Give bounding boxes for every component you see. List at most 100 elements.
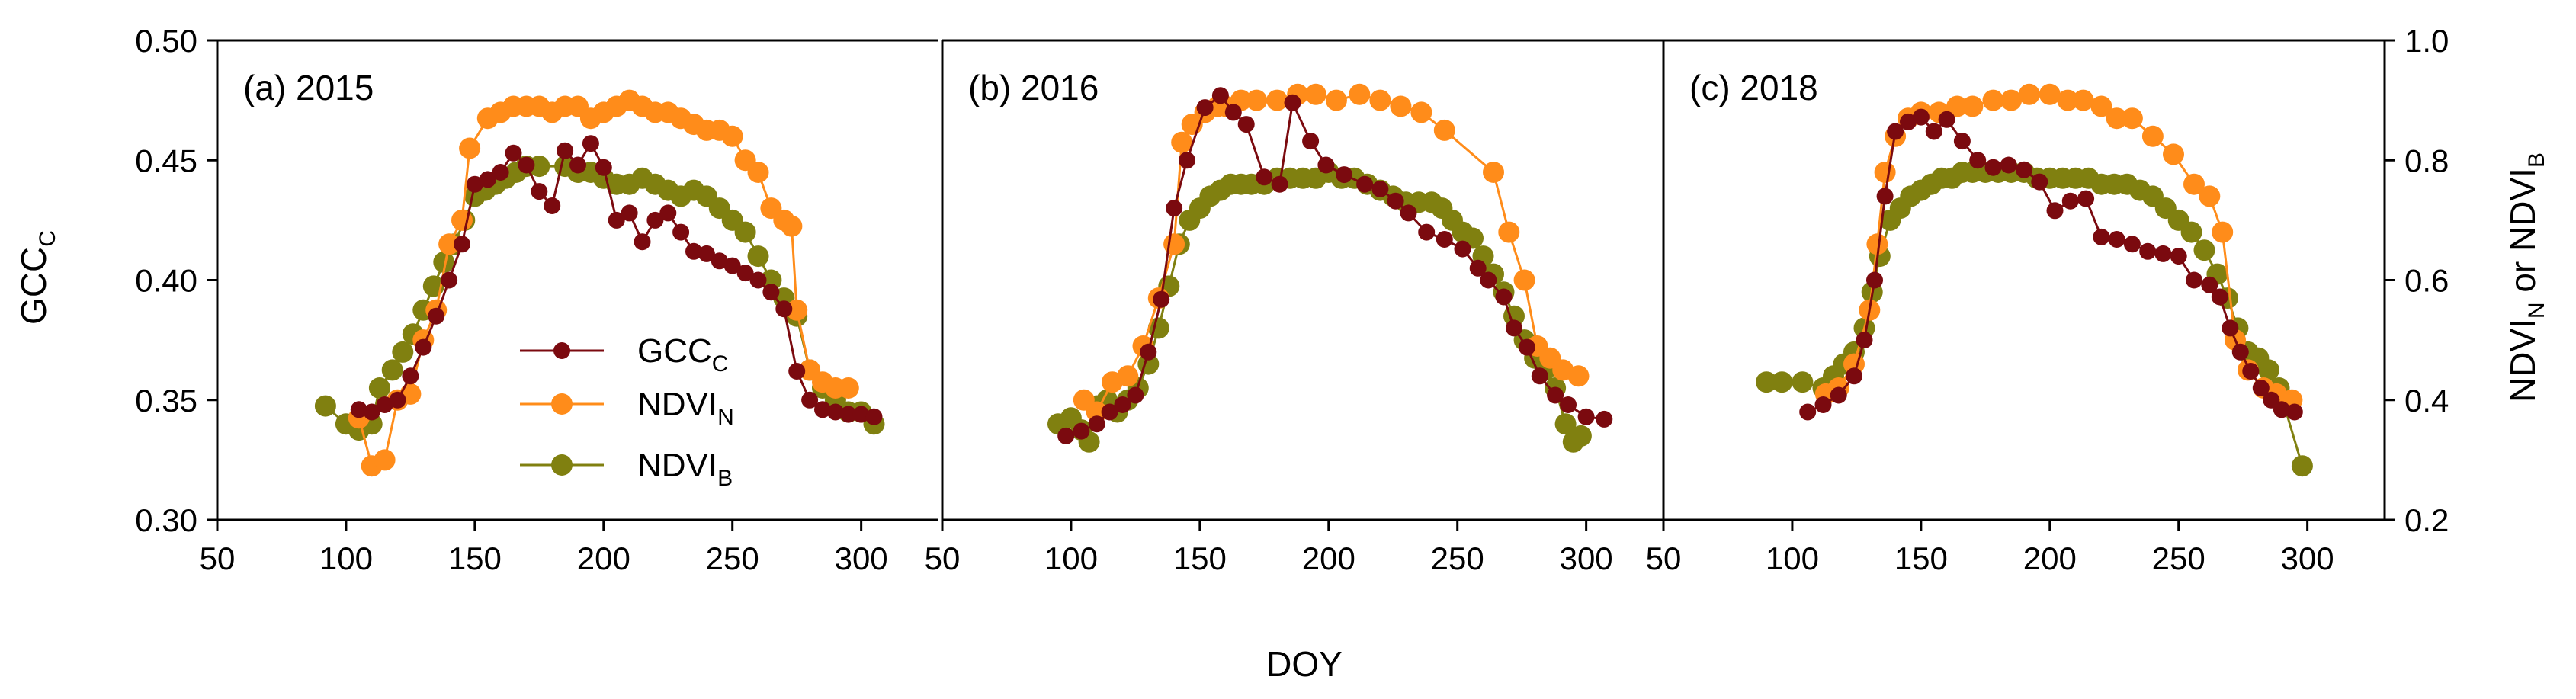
point-gcc — [1454, 240, 1471, 258]
point-ndvib — [747, 245, 769, 268]
point-gcc — [1436, 231, 1453, 248]
point-gcc — [723, 257, 741, 274]
point-ndvin — [781, 215, 803, 237]
point-gcc — [1866, 271, 1883, 289]
point-ndvin — [2199, 185, 2221, 207]
point-gcc — [1887, 123, 1904, 140]
y-left-tick-label: 0.35 — [135, 383, 197, 418]
point-gcc — [1114, 396, 1131, 413]
point-gcc — [389, 391, 406, 409]
point-ndvin — [438, 233, 460, 255]
x-tick-label: 300 — [1560, 540, 1613, 576]
point-gcc — [1371, 181, 1389, 197]
point-ndvin — [2018, 83, 2040, 105]
point-gcc — [1400, 204, 1417, 222]
point-ndvin — [2141, 125, 2164, 147]
point-gcc — [736, 265, 754, 282]
point-gcc — [544, 197, 561, 214]
point-ndvib — [734, 221, 756, 243]
point-ndvib — [2291, 455, 2313, 477]
panel-1: 50 100 150 200 250 300 0.30 0.35 0.40 0.45 0.50 (a)… — [135, 23, 938, 576]
x-tick-label: 200 — [577, 540, 630, 576]
point-ndvin — [2121, 107, 2143, 130]
point-gcc — [1596, 410, 1613, 428]
x-tick-label: 150 — [448, 540, 502, 576]
point-gcc — [350, 401, 367, 418]
point-gcc — [1900, 113, 1917, 130]
point-gcc — [826, 403, 844, 421]
point-gcc — [2000, 156, 2017, 174]
point-ndvin — [2090, 95, 2112, 117]
point-gcc — [1166, 200, 1183, 217]
point-gcc — [2061, 192, 2079, 210]
x-axis-title: DOY — [1266, 644, 1343, 684]
point-gcc — [1284, 94, 1301, 111]
point-gcc — [1876, 188, 1894, 205]
point-gcc — [2231, 343, 2249, 361]
point-gcc — [2154, 245, 2172, 262]
point-ndvib — [2258, 359, 2279, 381]
point-gcc — [1356, 175, 1374, 193]
point-ndvin — [1982, 89, 2004, 111]
point-gcc — [1211, 87, 1229, 104]
point-gcc — [659, 204, 677, 222]
point-gcc — [1547, 386, 1564, 404]
point-ndvib — [1771, 371, 1793, 393]
point-ndvib — [381, 359, 403, 381]
point-ndvin — [2106, 107, 2128, 130]
point-gcc — [1127, 386, 1144, 404]
y-right-tick-label: 0.8 — [2404, 143, 2449, 178]
point-gcc — [479, 171, 496, 188]
point-gcc — [1057, 427, 1075, 444]
point-ndvin — [1163, 233, 1185, 255]
point-ndvib — [314, 395, 336, 417]
legend-item-ndvin: NDVIN — [520, 386, 734, 430]
point-gcc — [441, 271, 458, 289]
point-gcc — [1560, 396, 1577, 413]
point-ndvin — [1513, 269, 1535, 291]
point-gcc — [595, 159, 612, 176]
point-gcc — [2031, 173, 2048, 191]
point-ndvin — [721, 125, 743, 147]
point-ndvin — [1946, 95, 1968, 117]
panel-label: (b) 2016 — [968, 68, 1099, 107]
x-tick-label: 250 — [2152, 540, 2205, 576]
point-gcc — [698, 245, 715, 262]
x-tick-label: 100 — [1044, 540, 1098, 576]
legend: GCCC NDVIN NDVIB — [520, 332, 734, 491]
point-gcc — [1953, 133, 1971, 150]
point-gcc — [1224, 104, 1242, 121]
point-gcc — [531, 183, 548, 200]
panel-2: 50 100 150 200 250 300 (b) 2016 — [925, 39, 1663, 576]
point-ndvin — [1410, 101, 1432, 123]
point-gcc — [608, 211, 625, 229]
point-gcc — [2273, 401, 2290, 418]
point-gcc — [2222, 319, 2239, 337]
y-right-tick-label: 0.2 — [2404, 502, 2449, 538]
point-gcc — [1495, 288, 1513, 306]
y-left-tick-label: 0.50 — [135, 23, 197, 59]
point-gcc — [762, 284, 780, 301]
point-ndvin — [1086, 401, 1108, 423]
point-ndvib — [368, 377, 390, 399]
point-gcc — [775, 300, 793, 318]
point-gcc — [454, 236, 470, 253]
point-ndvin — [2183, 173, 2205, 195]
point-ndvin — [1369, 89, 1391, 111]
legend-marker-ndvin — [551, 393, 573, 415]
point-gcc — [1814, 396, 1832, 413]
legend-label-ndvib: NDVIB — [637, 447, 733, 491]
point-gcc — [1073, 422, 1090, 440]
point-ndvib — [1570, 425, 1592, 447]
point-gcc — [1271, 175, 1288, 193]
point-gcc — [402, 367, 419, 385]
point-ndvin — [2039, 83, 2061, 105]
point-gcc — [1336, 166, 1353, 184]
point-ndvin — [2000, 89, 2023, 111]
x-tick-label: 200 — [2023, 540, 2077, 576]
panel-label: (a) 2015 — [243, 68, 374, 107]
x-tick-label: 50 — [1646, 540, 1682, 576]
point-gcc — [1518, 338, 1535, 356]
point-ndvin — [2072, 89, 2094, 111]
